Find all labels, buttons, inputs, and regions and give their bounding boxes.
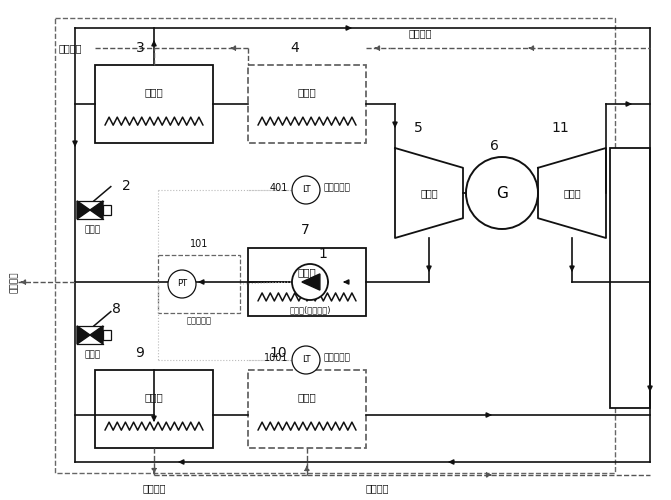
- Text: 热流体进: 热流体进: [408, 28, 431, 38]
- Text: 热流体出: 热流体出: [142, 483, 166, 493]
- Text: 液位变送器: 液位变送器: [324, 354, 351, 362]
- Text: 膨胀机: 膨胀机: [420, 188, 437, 198]
- Polygon shape: [77, 326, 90, 344]
- Text: 压力变送器: 压力变送器: [187, 316, 211, 325]
- Text: LT: LT: [302, 186, 310, 194]
- Text: 调节阀: 调节阀: [85, 225, 101, 234]
- Text: 液体泵(变频电机): 液体泵(变频电机): [289, 305, 331, 314]
- Circle shape: [168, 270, 196, 298]
- Text: 10: 10: [269, 346, 287, 360]
- Text: 热流体进: 热流体进: [365, 483, 389, 493]
- Circle shape: [292, 176, 320, 204]
- Text: 调节阀: 调节阀: [85, 350, 101, 359]
- Bar: [103, 330, 111, 340]
- Text: 7: 7: [301, 223, 309, 237]
- Bar: [248, 248, 366, 316]
- Text: 4: 4: [291, 41, 299, 55]
- Text: 膨胀机: 膨胀机: [563, 188, 581, 198]
- Circle shape: [292, 264, 328, 300]
- Bar: [248, 65, 366, 143]
- Text: 3: 3: [136, 41, 144, 55]
- Text: 2: 2: [122, 179, 131, 193]
- Text: G: G: [496, 186, 508, 200]
- Text: 预热器: 预热器: [145, 88, 163, 98]
- Bar: [103, 205, 111, 215]
- Text: PT: PT: [177, 280, 187, 288]
- Bar: [610, 148, 650, 408]
- Polygon shape: [90, 326, 103, 344]
- Text: 蕊发器: 蕊发器: [298, 88, 316, 98]
- Text: 1: 1: [318, 247, 327, 261]
- Text: 蕊发器: 蕊发器: [298, 392, 316, 402]
- Polygon shape: [538, 148, 606, 238]
- Polygon shape: [395, 148, 463, 238]
- Bar: [248, 370, 366, 448]
- Text: 液位变送器: 液位变送器: [324, 184, 351, 192]
- Polygon shape: [77, 201, 90, 219]
- Text: 冷凝器: 冷凝器: [298, 267, 316, 277]
- Bar: [95, 65, 213, 143]
- Polygon shape: [90, 201, 103, 219]
- Text: 101: 101: [190, 239, 208, 249]
- Bar: [55, 18, 615, 473]
- Circle shape: [466, 157, 538, 229]
- Text: 预热器: 预热器: [145, 392, 163, 402]
- Text: 5: 5: [413, 121, 422, 135]
- Text: 401: 401: [270, 183, 288, 193]
- Text: 11: 11: [551, 121, 569, 135]
- Circle shape: [292, 346, 320, 374]
- Bar: [158, 255, 240, 313]
- Text: 热流体出: 热流体出: [9, 271, 19, 292]
- Text: 热流体出: 热流体出: [58, 43, 82, 53]
- Bar: [95, 370, 213, 448]
- Text: LT: LT: [302, 356, 310, 364]
- Text: 1001: 1001: [264, 353, 288, 363]
- Text: 8: 8: [112, 302, 121, 316]
- Text: 9: 9: [136, 346, 144, 360]
- Polygon shape: [302, 274, 320, 290]
- Text: 6: 6: [490, 139, 499, 153]
